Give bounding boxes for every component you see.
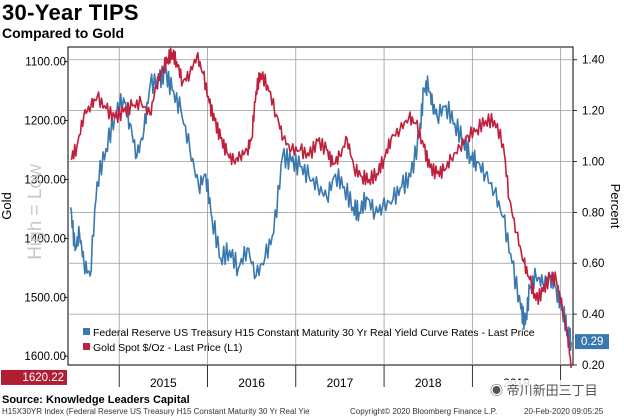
chart-subtitle: Compared to Gold <box>2 25 125 41</box>
plot-frame <box>67 46 574 366</box>
x-tick-label: 2017 <box>327 376 354 390</box>
legend-swatch <box>83 343 90 350</box>
tips-last-value-box <box>575 334 609 350</box>
y-right-tick-label: 0.80 <box>582 207 604 219</box>
x-tick-label: 2018 <box>415 376 442 390</box>
y-right-tick-label: 0.20 <box>582 360 604 372</box>
y-right-tick-label: 0.40 <box>582 309 604 321</box>
y-right-tick-label: 1.00 <box>582 156 604 168</box>
y-left-tick-label: 1500.00 <box>24 292 66 304</box>
y-right-axis-label: Percent <box>608 184 623 229</box>
index-footnote: H15X30YR Index (Federal Reserve US Treas… <box>2 407 310 416</box>
legend-label: Gold Spot $/Oz - Last Price (L1) <box>93 342 242 354</box>
y-right-tick-label: 0.60 <box>582 258 604 270</box>
y-right-tick-label: 1.40 <box>582 55 604 67</box>
watermark-text: ◉ 帝川新田三丁目 <box>487 380 601 399</box>
wechat-icon: ◉ <box>490 383 507 398</box>
gold-last-value: 1620.22 <box>22 372 64 384</box>
copyright-note: Copyright© 2020 Bloomberg Finance L.P. <box>350 407 498 416</box>
y-left-axis-label: Gold <box>0 192 14 219</box>
y-left-scale-annotation: High = Low <box>25 164 46 260</box>
y-left-tick-label: 1100.00 <box>25 57 66 69</box>
gold-last-value-box <box>1 369 67 385</box>
y-left-tick-label: 1300.00 <box>24 175 66 187</box>
y-left-tick-label: 1600.00 <box>24 351 66 363</box>
legend-swatch <box>83 328 90 335</box>
tips-last-value: 0.29 <box>581 336 603 348</box>
y-left-tick-label: 1400.00 <box>24 233 66 245</box>
x-tick-label: 2016 <box>238 376 265 390</box>
gold-price-line <box>70 47 572 368</box>
source-note: Source: Knowledge Leaders Capital <box>2 394 190 406</box>
x-tick-label: 2015 <box>150 376 177 390</box>
timestamp: 20-Feb-2020 09:05:25 <box>524 407 604 416</box>
y-right-tick-label: 1.20 <box>582 106 604 118</box>
legend-label: Federal Reserve US Treasury H15 Constant… <box>93 327 535 339</box>
tips-yield-line <box>69 65 572 351</box>
y-left-tick-label: 1200.00 <box>24 116 66 128</box>
chart-title: 30-Year TIPS <box>2 0 139 25</box>
